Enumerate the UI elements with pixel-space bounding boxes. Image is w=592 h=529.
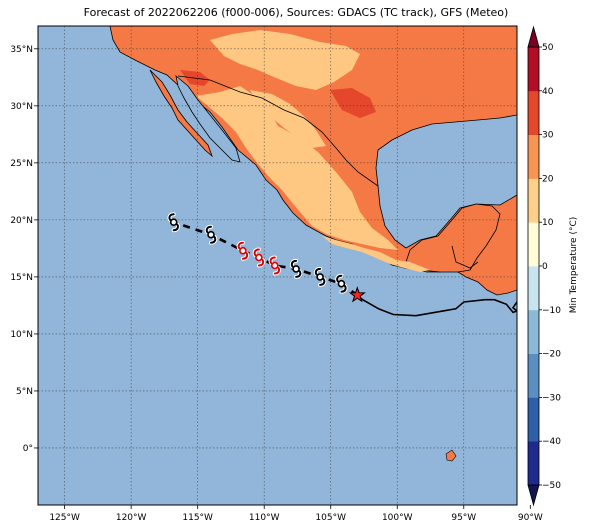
lon-tick-label: 125°W <box>49 513 80 523</box>
hurricane-icon-arm <box>168 213 179 232</box>
storm-forecast-symbols <box>167 212 348 294</box>
hurricane-icon-eye <box>207 230 215 239</box>
lat-tick-label: 15°N <box>10 273 33 283</box>
hurricane-icon <box>167 212 180 233</box>
gulf-of-california <box>175 74 241 163</box>
colorbar-tick-label: −40 <box>542 437 561 447</box>
hurricane-icon-eye <box>292 265 300 273</box>
colorbar-segment <box>528 47 539 92</box>
hurricane-icon-arm <box>253 248 265 267</box>
hurricane-icon-eye <box>270 261 279 270</box>
hurricane-icon <box>335 273 348 294</box>
colorbar-extend-low <box>527 484 540 507</box>
colorbar-segment <box>528 266 539 311</box>
map-panel: 125°W 120°W 115°W 110°W 105°W 100°W 95°W 90°W 0°… <box>10 25 543 523</box>
hurricane-icon <box>204 224 218 245</box>
hurricane-icon-eye <box>337 279 346 288</box>
colorbar-segment <box>528 309 539 354</box>
colorbar-tick-label: 0 <box>542 262 548 272</box>
hurricane-icon-eye <box>255 253 263 262</box>
land-baja-california <box>149 69 213 158</box>
land-galapagos <box>445 449 457 462</box>
lat-tick-label: 10°N <box>10 330 33 340</box>
lat-tick-label: 5°N <box>16 387 33 397</box>
axis-ticks: 125°W 120°W 115°W 110°W 105°W 100°W 95°W 90°W 0°… <box>10 45 543 523</box>
highland-north-band <box>210 30 360 90</box>
hot-region-texas <box>330 88 376 118</box>
colorbar-extend-high <box>527 25 540 48</box>
colorbar-label: Min Temperature (°C) <box>569 217 579 314</box>
storm-forecast-line <box>173 220 359 297</box>
map-frame <box>37 25 518 506</box>
border-mexico-guatemala <box>451 245 479 269</box>
colorbar-segment <box>528 90 539 135</box>
map-title: Forecast of 2022062206 (f000-006), Sourc… <box>83 6 509 19</box>
hurricane-icon-eye <box>316 273 324 281</box>
colorbar-tick-label: 30 <box>542 131 554 141</box>
lat-tick-label: 0° <box>23 444 33 454</box>
lon-tick-label: 105°W <box>315 513 346 523</box>
lat-tick-label: 30°N <box>10 102 33 112</box>
hurricane-icon <box>268 255 282 276</box>
colorbar-segment <box>528 222 539 267</box>
lat-tick-label: 35°N <box>10 45 33 55</box>
land-yucatan <box>403 203 501 273</box>
lat-tick-label: 20°N <box>10 216 33 226</box>
colorbar-segment <box>528 134 539 179</box>
hurricane-icon <box>313 266 327 287</box>
border-usa-mexico <box>177 75 379 187</box>
lon-tick-label: 120°W <box>116 513 147 523</box>
storm-track-layer <box>167 212 517 317</box>
colorbar-tick-label: 20 <box>542 174 554 184</box>
colorbar-segment <box>528 441 539 486</box>
hurricane-icon-arm <box>290 259 302 278</box>
colorbar-tick-label: 10 <box>542 218 554 228</box>
temperature-colorbar: −50 −40 −30 −20 −10 0 10 20 30 40 50 <box>527 25 561 507</box>
hurricane-icon-arm <box>336 274 347 293</box>
lon-tick-label: 100°W <box>382 513 413 523</box>
colorbar-segment <box>528 353 539 398</box>
lat-tick-label: 25°N <box>10 159 33 169</box>
land-temperature-layer <box>38 26 517 505</box>
gulf-of-mexico <box>375 114 517 249</box>
hurricane-icon <box>289 258 303 279</box>
hurricane-icon-eye <box>239 246 247 255</box>
colorbar-tick-label: −20 <box>542 350 561 360</box>
colorbar-tick-label: −30 <box>542 393 561 403</box>
colorbar-tick-label: 50 <box>542 43 554 53</box>
hurricane-icon <box>236 240 250 261</box>
south-coast-band <box>322 236 430 272</box>
hurricane-icon-arm <box>237 241 249 260</box>
colorbar-tick-label: −10 <box>542 306 561 316</box>
highland-interior-band <box>250 90 326 148</box>
colorbar-tick-label: 40 <box>542 87 554 97</box>
gridlines <box>38 26 517 505</box>
hurricane-icon-eye <box>169 218 178 226</box>
hurricane-icon-arm <box>269 256 281 275</box>
lon-tick-label: 90°W <box>518 513 543 523</box>
lon-tick-label: 95°W <box>451 513 476 523</box>
colorbar-segment <box>528 397 539 442</box>
storm-past-track <box>356 294 517 317</box>
lon-tick-label: 110°W <box>249 513 280 523</box>
colorbar-tick-label: −50 <box>542 481 561 491</box>
hurricane-icon <box>252 247 266 268</box>
lon-tick-label: 115°W <box>182 513 213 523</box>
hurricane-icon-arm <box>205 225 217 244</box>
hurricane-icon-arm <box>314 267 326 286</box>
colorbar-segment <box>528 178 539 223</box>
star-icon <box>348 286 366 303</box>
highland-temperature-band <box>196 86 398 250</box>
